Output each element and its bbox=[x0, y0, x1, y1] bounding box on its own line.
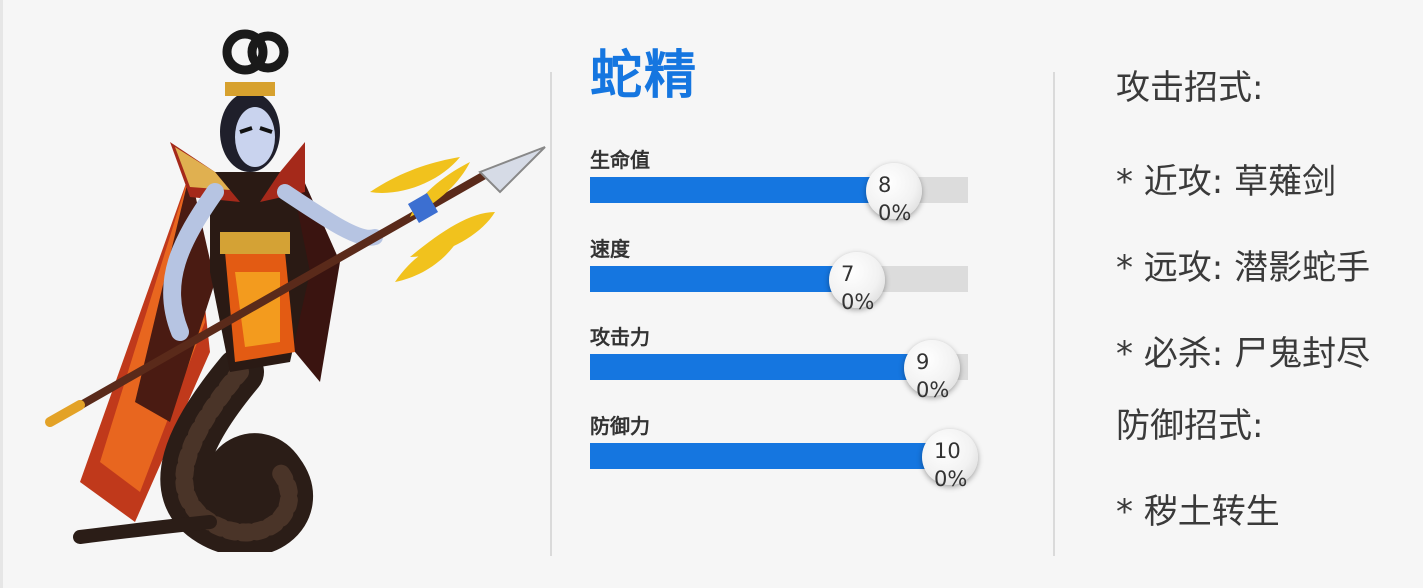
stat-defense: 防御力 100% bbox=[590, 414, 990, 494]
stat-bar-knob[interactable]: 70% bbox=[829, 252, 885, 314]
stat-label: 防御力 bbox=[590, 414, 650, 438]
stat-bar-knob[interactable]: 100% bbox=[922, 429, 978, 491]
stat-bar-knob[interactable]: 90% bbox=[904, 340, 960, 402]
stat-speed: 速度 70% bbox=[590, 237, 990, 317]
left-edge bbox=[0, 0, 3, 588]
stat-bar-fill bbox=[590, 266, 855, 292]
stat-label: 速度 bbox=[590, 237, 630, 261]
attack-move-item: * 近攻: 草薙剑 bbox=[1116, 162, 1337, 202]
attack-move-item: * 远攻: 潜影蛇手 bbox=[1116, 248, 1371, 288]
stat-value: 100% bbox=[934, 439, 968, 491]
defense-move-item: * 秽土转生 bbox=[1116, 492, 1280, 532]
stat-value: 70% bbox=[841, 262, 875, 314]
snake-spirit-portrait-icon bbox=[45, 29, 546, 552]
character-name: 蛇精 bbox=[590, 46, 699, 106]
stat-health: 生命值 80% bbox=[590, 148, 990, 228]
stat-bar-knob[interactable]: 80% bbox=[866, 163, 922, 225]
stat-label: 生命值 bbox=[590, 148, 650, 172]
attack-move-item: * 必杀: 尸鬼封尽 bbox=[1116, 334, 1371, 374]
moves-panel: 攻击招式: * 近攻: 草薙剑 * 远攻: 潜影蛇手 * 必杀: 尸鬼封尽 防御… bbox=[1116, 60, 1416, 570]
stat-bar-fill bbox=[590, 177, 892, 203]
stat-bar-fill bbox=[590, 354, 930, 380]
defense-moves-heading: 防御招式: bbox=[1116, 406, 1264, 446]
stat-bar-fill bbox=[590, 443, 968, 469]
column-divider bbox=[1053, 72, 1055, 556]
column-divider bbox=[550, 72, 552, 556]
stat-value: 90% bbox=[916, 350, 950, 402]
stat-bar-track: 90% bbox=[590, 340, 968, 402]
stat-label: 攻击力 bbox=[590, 325, 650, 349]
stat-attack: 攻击力 90% bbox=[590, 325, 990, 405]
stat-value: 80% bbox=[878, 173, 912, 225]
attack-moves-heading: 攻击招式: bbox=[1116, 68, 1264, 108]
stat-bar-track: 100% bbox=[590, 429, 978, 491]
stat-bar-track: 80% bbox=[590, 163, 968, 225]
stat-bar-track: 70% bbox=[590, 252, 968, 314]
